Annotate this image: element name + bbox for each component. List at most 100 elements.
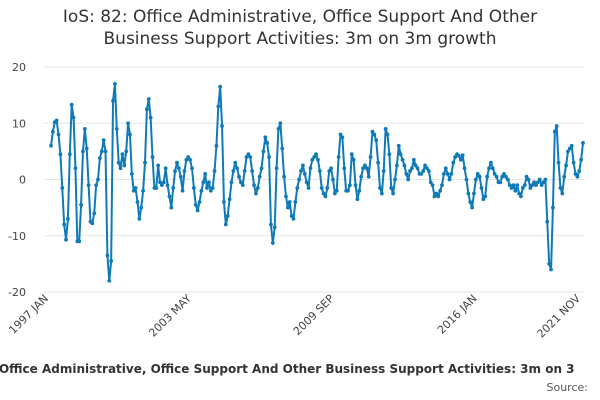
data-point[interactable]: [541, 180, 546, 185]
data-point[interactable]: [173, 169, 177, 173]
data-point[interactable]: [214, 143, 219, 148]
data-point[interactable]: [257, 174, 262, 179]
data-point[interactable]: [299, 169, 303, 173]
data-point[interactable]: [329, 166, 333, 171]
data-point[interactable]: [430, 183, 435, 188]
data-point[interactable]: [103, 149, 108, 154]
data-point[interactable]: [449, 171, 454, 176]
data-point[interactable]: [473, 177, 478, 182]
data-point[interactable]: [208, 188, 213, 193]
data-point[interactable]: [573, 171, 578, 176]
data-point[interactable]: [122, 163, 127, 168]
data-point[interactable]: [441, 171, 446, 176]
data-point[interactable]: [460, 153, 465, 158]
data-point[interactable]: [56, 132, 61, 137]
data-point[interactable]: [566, 149, 570, 154]
data-point[interactable]: [504, 174, 508, 179]
data-point[interactable]: [137, 216, 142, 221]
data-point[interactable]: [105, 253, 110, 258]
data-point[interactable]: [205, 186, 209, 190]
data-point[interactable]: [81, 149, 85, 154]
data-point[interactable]: [577, 169, 582, 173]
data-point[interactable]: [180, 188, 185, 193]
data-point[interactable]: [535, 180, 540, 185]
data-point[interactable]: [519, 194, 523, 199]
data-point[interactable]: [457, 153, 461, 158]
data-point[interactable]: [64, 237, 68, 242]
data-point[interactable]: [370, 129, 375, 134]
data-point[interactable]: [575, 174, 580, 179]
data-point[interactable]: [143, 160, 147, 165]
data-point[interactable]: [67, 152, 72, 157]
data-point[interactable]: [280, 146, 285, 151]
data-point[interactable]: [195, 208, 200, 213]
data-point[interactable]: [376, 160, 380, 165]
data-point[interactable]: [118, 166, 123, 171]
data-point[interactable]: [402, 163, 407, 168]
data-point[interactable]: [396, 143, 401, 148]
data-point[interactable]: [564, 163, 568, 168]
data-point[interactable]: [498, 180, 503, 185]
data-point[interactable]: [295, 186, 300, 190]
data-point[interactable]: [532, 180, 537, 185]
data-point[interactable]: [545, 219, 550, 224]
data-point[interactable]: [509, 186, 514, 190]
data-point[interactable]: [218, 84, 223, 89]
data-point[interactable]: [558, 186, 563, 190]
data-point[interactable]: [190, 166, 194, 171]
data-point[interactable]: [146, 97, 151, 101]
data-point[interactable]: [434, 191, 439, 196]
data-point[interactable]: [543, 177, 548, 182]
data-point[interactable]: [428, 180, 433, 185]
data-point[interactable]: [77, 239, 82, 244]
data-point[interactable]: [86, 183, 91, 188]
data-point[interactable]: [481, 197, 486, 202]
data-point[interactable]: [451, 160, 456, 165]
data-point[interactable]: [406, 177, 411, 182]
data-point[interactable]: [176, 166, 181, 171]
data-point[interactable]: [366, 174, 371, 179]
data-point[interactable]: [404, 171, 409, 176]
data-point[interactable]: [297, 177, 302, 182]
data-point[interactable]: [116, 160, 121, 165]
data-point[interactable]: [372, 132, 377, 137]
data-point[interactable]: [156, 163, 161, 168]
data-point[interactable]: [334, 188, 339, 193]
data-point[interactable]: [139, 205, 144, 210]
data-point[interactable]: [462, 166, 467, 171]
data-point[interactable]: [567, 146, 572, 151]
data-point[interactable]: [287, 200, 292, 204]
data-point[interactable]: [160, 183, 164, 188]
data-point[interactable]: [238, 180, 243, 185]
data-point[interactable]: [50, 129, 55, 134]
data-point[interactable]: [90, 221, 95, 226]
data-point[interactable]: [201, 180, 206, 185]
data-point[interactable]: [124, 149, 129, 154]
data-point[interactable]: [447, 177, 452, 182]
data-point[interactable]: [129, 171, 134, 176]
data-point[interactable]: [254, 191, 258, 196]
data-point[interactable]: [554, 124, 559, 128]
data-point[interactable]: [144, 107, 149, 112]
data-point[interactable]: [381, 169, 386, 173]
data-point[interactable]: [161, 180, 166, 185]
data-point[interactable]: [317, 169, 322, 173]
data-point[interactable]: [581, 141, 585, 145]
data-point[interactable]: [101, 138, 106, 143]
data-point[interactable]: [207, 180, 211, 185]
data-point[interactable]: [552, 129, 557, 134]
data-point[interactable]: [60, 186, 65, 190]
data-point[interactable]: [167, 194, 172, 199]
data-point[interactable]: [485, 174, 490, 179]
data-point[interactable]: [408, 169, 412, 173]
data-point[interactable]: [169, 205, 174, 210]
data-point[interactable]: [336, 155, 341, 159]
data-point[interactable]: [475, 171, 480, 176]
data-point[interactable]: [54, 118, 59, 123]
data-point[interactable]: [331, 177, 335, 182]
data-point[interactable]: [94, 183, 99, 188]
data-point[interactable]: [79, 202, 83, 207]
data-point[interactable]: [131, 188, 136, 193]
data-point[interactable]: [71, 115, 76, 120]
data-point[interactable]: [248, 155, 253, 159]
